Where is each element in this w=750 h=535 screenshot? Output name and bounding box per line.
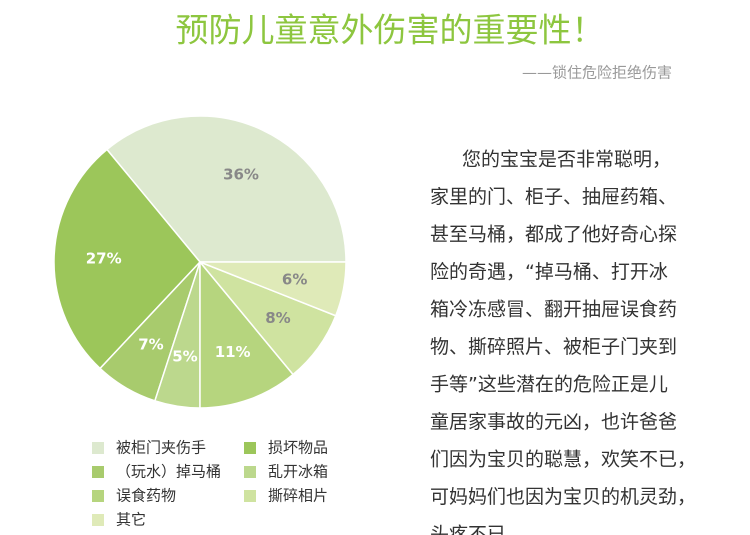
paragraph-line: 险的奇遇，“掉马桶、打开冰	[430, 261, 668, 283]
pie-slice	[105, 115, 347, 263]
paragraph-line: 物、撕碎照片、被柜子门夹到	[430, 336, 677, 358]
slice-label: 6%	[282, 271, 307, 289]
legend-label: 损坏物品	[268, 439, 328, 457]
paragraph-line: 头疼不已。	[430, 524, 525, 535]
paragraph-line: 手等”这些潜在的危险正是儿	[430, 374, 668, 396]
pie-slice	[199, 259, 295, 409]
paragraph-line: 童居家事故的元凶，也许爸爸	[430, 411, 677, 433]
slice-label: 11%	[215, 343, 251, 361]
slice-label: 27%	[86, 249, 122, 267]
legend-label: 被柜门夹伤手	[116, 439, 206, 457]
legend-label: 其它	[116, 511, 146, 529]
legend-swatch	[92, 442, 104, 454]
legend-label: 乱开冰箱	[268, 463, 328, 481]
slice-label: 36%	[223, 165, 259, 183]
legend-swatch	[244, 466, 256, 478]
legend-label: 撕碎相片	[268, 487, 328, 505]
subtitle: ——锁住危险拒绝伤害	[522, 64, 672, 82]
legend-swatch	[92, 466, 104, 478]
slice-label: 8%	[265, 309, 290, 327]
paragraph-line: 们因为宝贝的聪慧，欢笑不已，	[430, 449, 696, 471]
pie-slice	[53, 148, 201, 370]
legend-swatch	[92, 490, 104, 502]
pie-slice	[199, 261, 347, 317]
title: 预防儿童意外伤害的重要性！	[176, 11, 605, 50]
legend-swatch	[244, 442, 256, 454]
legend-swatch	[244, 490, 256, 502]
paragraph-line: 您的宝宝是否非常聪明，	[462, 149, 671, 171]
legend-label: 误食药物	[116, 487, 176, 505]
legend-label: （玩水）掉马桶	[116, 463, 221, 481]
slice-label: 5%	[172, 348, 197, 366]
paragraph-line: 可妈妈们也因为宝贝的机灵劲，	[430, 486, 696, 508]
paragraph-line: 甚至马桶，都成了他好奇心探	[430, 224, 677, 246]
slice-label: 7%	[138, 335, 163, 353]
paragraph-line: 箱冷冻感冒、翻开抽屉误食药	[430, 299, 677, 321]
legend-swatch	[92, 514, 104, 526]
paragraph-line: 家里的门、柜子、抽屉药箱、	[430, 186, 677, 208]
